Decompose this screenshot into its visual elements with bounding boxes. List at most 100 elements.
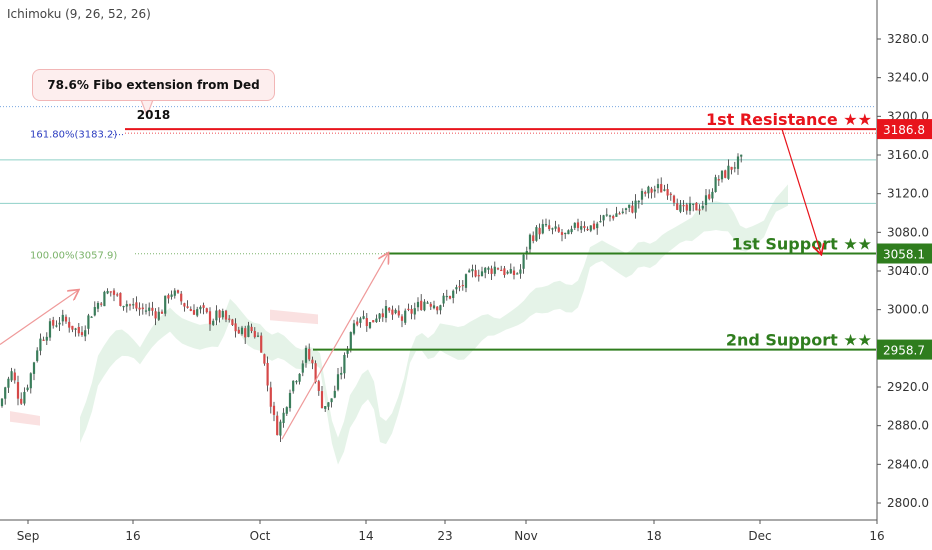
level-label: 1st Resistance ★★ [706, 110, 872, 129]
candle-body [500, 269, 503, 272]
candle-body [688, 203, 692, 211]
candle-body [346, 349, 349, 354]
candle-body [679, 204, 682, 212]
candle-body [365, 318, 368, 327]
candle-body [394, 309, 397, 314]
candle-body [96, 302, 100, 309]
candle-body [554, 226, 557, 229]
candle-body [432, 305, 436, 309]
candle-body [468, 270, 471, 273]
candle-body [644, 192, 647, 194]
candle-body [426, 302, 429, 304]
candle-body [196, 309, 199, 316]
candle-body [455, 287, 458, 290]
candle-body [52, 319, 55, 326]
candle-body [208, 311, 212, 325]
candle-body [653, 189, 656, 192]
candle-body [522, 254, 525, 269]
candle-body [173, 290, 176, 296]
candle-body [464, 274, 468, 288]
level-label: 2nd Support ★★ [726, 331, 872, 350]
candle-body [260, 335, 263, 353]
candle-body [618, 213, 621, 215]
candle-body [666, 189, 669, 196]
candle-body [391, 309, 394, 315]
candle-body [202, 305, 205, 308]
candle-body [327, 402, 330, 407]
candle-body [580, 226, 583, 230]
candle-body [733, 167, 736, 169]
fib-label: 100.00%(3057.9) [30, 251, 117, 262]
candle-body [583, 225, 586, 228]
candle-body [711, 191, 714, 199]
candle-body [564, 232, 567, 235]
candle-body [445, 295, 448, 298]
candle-body [186, 306, 189, 308]
candle-body [87, 315, 90, 329]
candle-body [420, 300, 423, 311]
candle-body [621, 211, 624, 213]
candle-body [170, 294, 173, 297]
candle-body [189, 309, 192, 311]
candle-body [704, 195, 708, 206]
candle-body [119, 292, 122, 306]
candle-body [26, 387, 29, 391]
fibo-callout[interactable]: 78.6% Fibo extension from Ded 2018 [32, 69, 275, 122]
candle-body [471, 269, 474, 272]
candle-body [647, 186, 650, 194]
candle-body [61, 314, 64, 322]
candle-body [407, 308, 410, 310]
candle-body [336, 374, 340, 390]
level-price-tag [877, 119, 932, 140]
candle-body [576, 222, 580, 228]
candle-body [423, 301, 426, 311]
candle-body [650, 188, 653, 193]
time-tick-label: Sep [17, 529, 40, 543]
candle-body [528, 234, 532, 250]
price-tick-label: 2920.0 [887, 380, 929, 394]
candle-body [20, 398, 23, 404]
candle-body [541, 224, 544, 234]
time-axis-bg [0, 520, 932, 550]
candle-body [740, 154, 743, 157]
candle-body [538, 227, 541, 235]
candle-body [132, 304, 135, 306]
candle-body [304, 347, 308, 363]
candle-body [39, 338, 42, 351]
candle-body [637, 200, 640, 203]
candle-body [320, 391, 324, 409]
candle-body [42, 339, 45, 341]
candle-body [714, 177, 717, 193]
cloud-area [80, 184, 788, 465]
level-price-tag [877, 243, 932, 264]
candle-body [112, 290, 116, 295]
candle-body [720, 170, 724, 180]
candle-body [55, 325, 58, 327]
candle-body [388, 307, 391, 311]
candle-body [669, 193, 672, 195]
candle-body [215, 310, 218, 321]
candle-body [164, 295, 167, 314]
price-tick-label: 2840.0 [887, 457, 929, 471]
candle-body [317, 381, 320, 391]
price-tick-label: 3120.0 [887, 187, 929, 201]
candle-body [663, 189, 666, 191]
candle-body [717, 179, 720, 181]
candle-body [48, 321, 52, 338]
candle-body [23, 391, 26, 404]
price-tick-label: 2880.0 [887, 419, 929, 433]
candle-body [676, 203, 679, 210]
candle-body [512, 270, 516, 275]
ichimoku-cloud [10, 184, 788, 465]
candle-body [180, 293, 183, 302]
candle-body [535, 227, 538, 241]
candle-body [314, 363, 317, 383]
candle-body [276, 415, 279, 436]
fib-label: 161.80%(3183.2) [30, 130, 117, 141]
candle-body [256, 335, 260, 337]
candle-body [506, 271, 509, 274]
indicator-label[interactable]: Ichimoku (9, 26, 52, 26) [7, 7, 151, 21]
candle-body [608, 215, 612, 217]
candle-body [701, 205, 704, 209]
